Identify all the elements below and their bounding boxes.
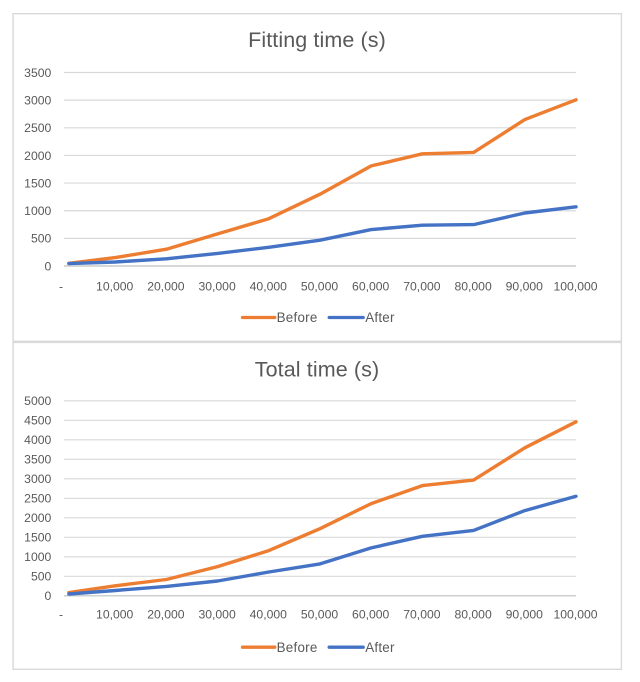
svg-text:3500: 3500 bbox=[24, 66, 51, 80]
svg-text:5000: 5000 bbox=[24, 394, 51, 408]
svg-text:30,000: 30,000 bbox=[198, 280, 235, 294]
svg-text:90,000: 90,000 bbox=[506, 607, 543, 621]
svg-text:2500: 2500 bbox=[24, 492, 51, 506]
svg-text:4500: 4500 bbox=[24, 414, 51, 428]
svg-text:10,000: 10,000 bbox=[96, 280, 133, 294]
svg-text:2500: 2500 bbox=[24, 121, 51, 135]
svg-text:0: 0 bbox=[45, 589, 52, 603]
svg-text:60,000: 60,000 bbox=[352, 280, 389, 294]
svg-text:3000: 3000 bbox=[24, 93, 51, 107]
svg-text:After: After bbox=[365, 640, 395, 655]
svg-text:80,000: 80,000 bbox=[454, 607, 491, 621]
svg-text:3000: 3000 bbox=[24, 472, 51, 486]
svg-text:20,000: 20,000 bbox=[147, 607, 184, 621]
svg-text:1500: 1500 bbox=[24, 176, 51, 190]
svg-text:500: 500 bbox=[31, 570, 52, 584]
svg-text:1500: 1500 bbox=[24, 531, 51, 545]
svg-text:Before: Before bbox=[277, 640, 318, 655]
svg-text:70,000: 70,000 bbox=[403, 607, 440, 621]
svg-text:50,000: 50,000 bbox=[301, 280, 338, 294]
svg-text:90,000: 90,000 bbox=[506, 280, 543, 294]
svg-text:30,000: 30,000 bbox=[198, 607, 235, 621]
svg-text:Before: Before bbox=[277, 310, 318, 325]
svg-text:60,000: 60,000 bbox=[352, 607, 389, 621]
svg-text:1000: 1000 bbox=[24, 550, 51, 564]
svg-text:Fitting time (s): Fitting time (s) bbox=[248, 28, 386, 52]
svg-text:500: 500 bbox=[31, 232, 52, 246]
svg-text:20,000: 20,000 bbox=[147, 280, 184, 294]
svg-text:-: - bbox=[59, 280, 63, 294]
svg-text:2000: 2000 bbox=[24, 149, 51, 163]
svg-text:1000: 1000 bbox=[24, 204, 51, 218]
svg-text:40,000: 40,000 bbox=[250, 607, 287, 621]
svg-text:Total time (s): Total time (s) bbox=[255, 358, 379, 382]
svg-text:40,000: 40,000 bbox=[250, 280, 287, 294]
svg-text:2000: 2000 bbox=[24, 511, 51, 525]
svg-text:0: 0 bbox=[45, 259, 52, 273]
svg-text:80,000: 80,000 bbox=[454, 280, 491, 294]
svg-text:After: After bbox=[365, 310, 395, 325]
svg-text:50,000: 50,000 bbox=[301, 607, 338, 621]
svg-text:100,000: 100,000 bbox=[553, 607, 597, 621]
svg-text:70,000: 70,000 bbox=[403, 280, 440, 294]
svg-text:10,000: 10,000 bbox=[96, 607, 133, 621]
svg-text:4000: 4000 bbox=[24, 433, 51, 447]
svg-text:-: - bbox=[59, 607, 63, 621]
svg-text:100,000: 100,000 bbox=[553, 280, 597, 294]
svg-text:3500: 3500 bbox=[24, 453, 51, 467]
